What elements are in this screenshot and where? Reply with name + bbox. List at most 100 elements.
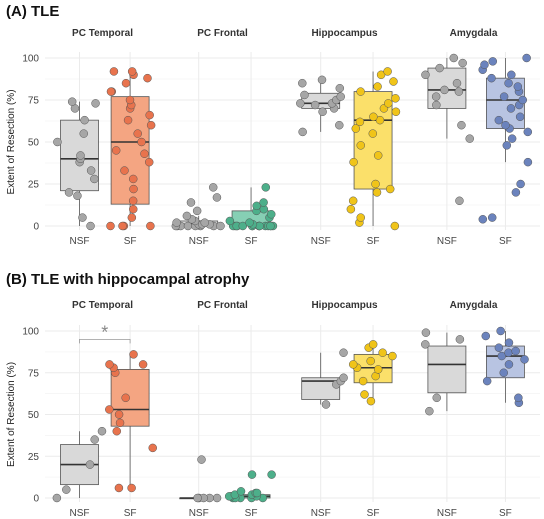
data-point	[391, 94, 400, 103]
facet-label: Hippocampus	[311, 300, 378, 311]
data-point	[317, 75, 327, 85]
data-point	[193, 493, 202, 503]
data-point	[432, 100, 441, 110]
data-point	[112, 426, 122, 436]
data-point	[523, 127, 533, 137]
data-point	[120, 166, 129, 175]
data-point	[321, 400, 331, 409]
y-tick-label: 100	[22, 54, 39, 65]
box-body	[427, 345, 467, 394]
data-point	[504, 348, 513, 357]
data-point	[348, 360, 358, 369]
data-point	[128, 196, 138, 206]
data-point	[67, 97, 77, 106]
data-point	[318, 107, 327, 117]
data-point	[90, 435, 99, 444]
x-tick-label: NSF	[70, 236, 90, 247]
data-point	[137, 137, 146, 147]
data-point	[351, 124, 361, 133]
data-point	[172, 218, 181, 227]
x-tick-label: SF	[499, 508, 512, 519]
data-point	[339, 373, 348, 383]
data-point	[481, 331, 491, 341]
data-point	[375, 115, 385, 125]
x-tick-label: NSF	[189, 236, 209, 247]
data-point	[97, 426, 107, 436]
data-point	[144, 157, 154, 167]
data-point	[129, 350, 138, 359]
data-point	[373, 82, 382, 91]
facet-label: PC Frontal	[197, 300, 248, 311]
data-point	[515, 112, 525, 122]
data-point	[298, 127, 307, 137]
data-point	[266, 221, 275, 231]
data-point	[121, 78, 131, 88]
data-point	[482, 376, 492, 386]
data-point	[504, 338, 514, 347]
data-point	[421, 328, 431, 337]
data-point	[247, 470, 257, 479]
data-point	[86, 221, 95, 231]
data-point	[261, 183, 271, 192]
data-point	[522, 53, 531, 63]
data-point	[212, 493, 222, 503]
data-point	[499, 368, 508, 377]
data-point	[127, 483, 136, 493]
y-axis-title: Extent of Resection (%)	[6, 89, 17, 194]
facet-label: PC Frontal	[197, 28, 248, 39]
data-point	[511, 346, 520, 356]
data-point	[128, 174, 138, 184]
data-point	[507, 70, 516, 80]
data-point	[391, 107, 401, 117]
data-point	[356, 141, 366, 150]
data-point	[465, 134, 474, 143]
data-point	[197, 455, 206, 464]
data-point	[86, 166, 96, 175]
data-point	[452, 78, 462, 88]
data-point	[348, 196, 358, 206]
data-point	[208, 183, 218, 192]
y-tick-label: 0	[33, 494, 39, 505]
data-point	[114, 410, 124, 419]
x-tick-label: SF	[124, 236, 137, 247]
y-tick-label: 0	[33, 222, 39, 233]
facet-hippocampus: Hippocampus NSF SF	[296, 28, 401, 247]
panel-b: (B) TLE with hippocampal atrophy 0 25 50 75…	[6, 271, 540, 519]
data-point	[507, 134, 517, 143]
data-point	[511, 188, 521, 197]
x-tick-label: NSF	[70, 508, 90, 519]
data-point	[121, 393, 130, 403]
y-tick-label: 100	[22, 327, 39, 338]
data-point	[91, 99, 100, 108]
data-point	[373, 151, 383, 160]
data-point	[421, 340, 430, 349]
data-point	[368, 129, 378, 138]
data-point	[356, 87, 365, 96]
data-point	[372, 188, 382, 197]
data-point	[432, 393, 441, 403]
data-point	[245, 218, 254, 227]
data-point	[371, 179, 380, 189]
y-tick-label: 50	[28, 410, 40, 421]
data-point	[182, 211, 192, 221]
data-point	[118, 221, 127, 231]
data-point	[366, 396, 376, 406]
data-point	[518, 95, 527, 105]
data-point	[383, 67, 392, 76]
data-point	[336, 92, 345, 101]
data-point	[111, 146, 121, 155]
data-point	[146, 221, 155, 231]
x-tick-label: SF	[499, 236, 512, 247]
data-point	[504, 78, 513, 88]
data-point	[259, 198, 268, 207]
significance-star: *	[101, 322, 108, 342]
data-point	[236, 487, 246, 496]
data-point	[106, 87, 116, 96]
data-point	[114, 483, 124, 493]
data-point	[440, 85, 449, 95]
data-point	[80, 115, 89, 125]
y-tick-label: 75	[28, 96, 40, 107]
data-point	[513, 82, 523, 91]
facet-amygdala: Amygdala NSF SF	[421, 28, 533, 247]
